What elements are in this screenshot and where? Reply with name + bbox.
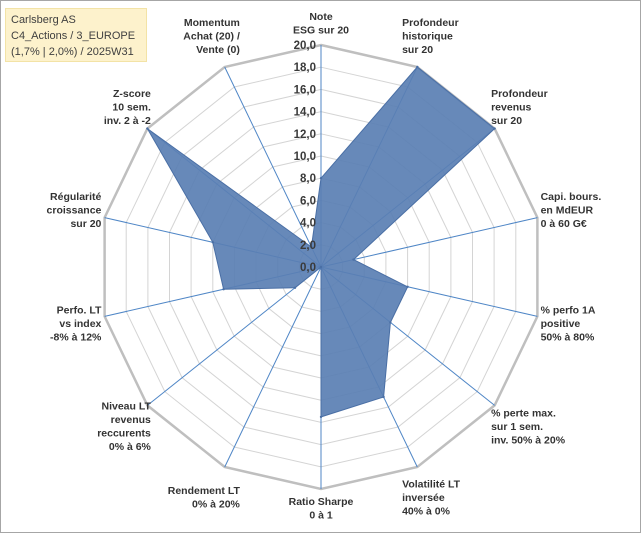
data-point-8 <box>319 415 323 419</box>
data-point-6 <box>389 321 392 324</box>
title-line-period: (1,7% | 2,0%) / 2025W31 <box>11 46 134 58</box>
axis-label-8: Ratio Sharpe 0 à 1 <box>289 496 354 522</box>
axis-label-3: Profondeur revenus sur 20 <box>491 88 548 127</box>
title-line-category: C4_Actions / 3_EUROPE <box>11 30 136 42</box>
axis-label-6: % perte max. sur 1 sem. inv. 50% à 20% <box>491 407 566 446</box>
axis-label-14: Momentum Achat (20) / Vente (0) <box>183 17 240 56</box>
axis-spoke-10 <box>147 266 322 406</box>
title-line-company: Carlsberg AS <box>11 14 76 26</box>
tick-label-8: 8,0 <box>300 173 316 185</box>
data-point-7 <box>382 395 385 399</box>
radar-tick-labels: 0,0 2,0 4,0 6,0 8,0 10,0 12,0 14,0 16,0 18,0 20,0 <box>294 40 316 274</box>
axis-label-9: Rendement LT 0% à 20% <box>168 485 241 511</box>
data-point-12 <box>211 241 214 244</box>
data-point-4 <box>352 258 355 261</box>
axis-label-4: Capi. bours. en MdEUR 0 à 60 G€ <box>541 191 602 230</box>
axis-label-7: Volatilité LT inversée 40% à 0% <box>402 478 461 517</box>
data-point-10 <box>293 286 297 289</box>
data-point-2 <box>416 65 419 69</box>
axis-spoke-4 <box>320 217 538 268</box>
radar-axis-labels: Note ESG sur 20 Profondeur historique sur 20… <box>47 11 602 522</box>
axis-label-12: Régularité croissance sur 20 <box>47 191 102 230</box>
tick-label-20: 20,0 <box>294 40 316 52</box>
tick-label-16: 16,0 <box>294 84 316 96</box>
axis-label-10: Niveau LT revenus reccurents 0% à 6% <box>97 401 151 454</box>
tick-label-10: 10,0 <box>294 151 316 163</box>
data-point-1 <box>319 177 323 180</box>
tick-label-0: 0,0 <box>300 262 316 274</box>
data-point-5 <box>406 285 409 288</box>
axis-spoke-14 <box>224 66 322 268</box>
data-point-3 <box>493 127 496 130</box>
tick-label-12: 12,0 <box>294 129 316 141</box>
data-point-11 <box>222 288 225 291</box>
tick-label-18: 18,0 <box>294 62 316 74</box>
axis-label-13: Z-score 10 sem. inv. 2 à -2 <box>104 88 151 127</box>
data-point-13 <box>146 127 149 130</box>
tick-label-4: 4,0 <box>300 218 316 230</box>
axis-label-1: Note ESG sur 20 <box>293 11 349 37</box>
tick-label-6: 6,0 <box>300 195 316 207</box>
data-point-14 <box>310 245 313 249</box>
axis-label-2: Profondeur historique sur 20 <box>402 17 459 56</box>
axis-label-11: Perfo. LT vs index -8% à 12% <box>50 305 102 344</box>
axis-spoke-9 <box>224 266 322 468</box>
radar-series <box>146 65 496 419</box>
chart-title-box: Carlsberg AS C4_Actions / 3_EUROPE (1,7%… <box>5 8 147 62</box>
data-point-9 <box>319 265 323 269</box>
axis-label-5: % perfo 1A positive 50% à 80% <box>541 305 596 344</box>
tick-label-14: 14,0 <box>294 107 316 119</box>
tick-label-2: 2,0 <box>300 240 316 252</box>
